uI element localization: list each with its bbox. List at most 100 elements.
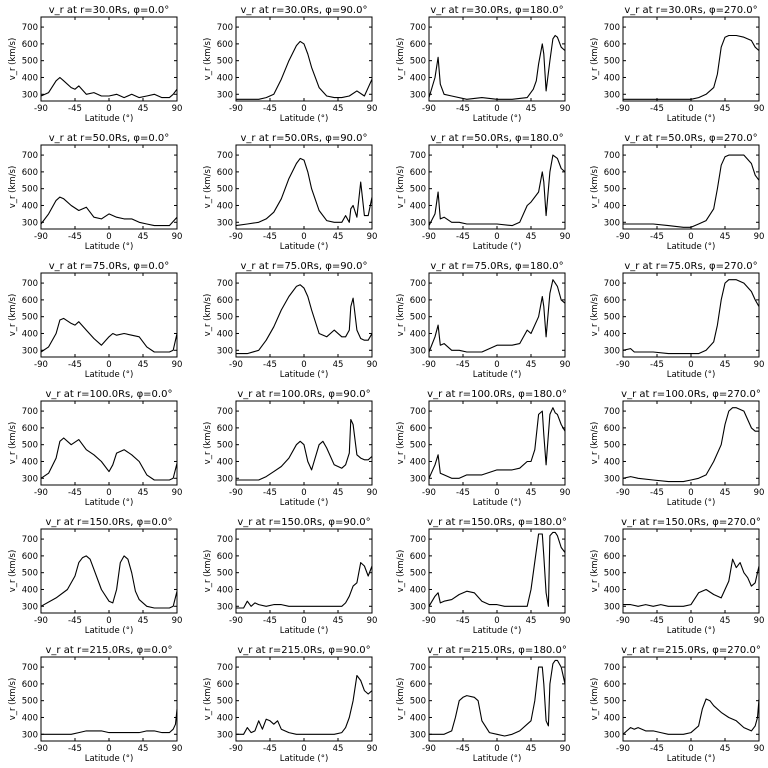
y-tick-label: 300 (604, 602, 620, 612)
y-tick-label: 700 (604, 279, 620, 289)
panel-9: v_r at r=75.0Rs, φ=0.0° -90 -45 0 45 90 300 400… (8, 261, 182, 380)
y-tick-label: 300 (22, 602, 38, 612)
panel-6: v_r at r=50.0Rs, φ=90.0° -90 -45 0 45 90 300 40… (203, 133, 377, 252)
panel-14: v_r at r=100.0Rs, φ=90.0° -90 -45 0 45 90 300 4… (203, 389, 377, 508)
x-tick-label: -90 (34, 744, 48, 754)
y-tick-label: 700 (604, 535, 620, 545)
y-tick-label: 500 (22, 313, 38, 323)
x-tick-label: -45 (650, 744, 664, 754)
panel-title: v_r at r=50.0Rs, φ=90.0° (241, 133, 368, 144)
y-tick-label: 300 (604, 730, 620, 740)
panel-22: v_r at r=215.0Rs, φ=90.0° -90 -45 0 45 90 300 4… (203, 645, 377, 764)
panel-21: v_r at r=215.0Rs, φ=0.0° -90 -45 0 45 90 300 40… (8, 645, 182, 764)
y-tick-label: 600 (217, 40, 233, 50)
y-axis-label: v_r (km/s) (8, 38, 18, 81)
x-tick-label: 45 (720, 616, 731, 626)
y-tick-label: 300 (22, 90, 38, 100)
panel-title: v_r at r=75.0Rs, φ=180.0° (430, 261, 563, 272)
x-tick-label: -90 (34, 360, 48, 370)
y-tick-label: 600 (22, 40, 38, 50)
y-tick-label: 500 (410, 57, 426, 67)
x-tick-label: 90 (172, 232, 183, 242)
x-tick-label: -90 (422, 360, 436, 370)
x-tick-label: -45 (650, 360, 664, 370)
x-tick-label: -45 (456, 616, 470, 626)
y-tick-label: 600 (410, 552, 426, 562)
series-line (236, 562, 373, 609)
x-tick-label: 45 (333, 744, 344, 754)
plot-frame (622, 656, 760, 742)
y-tick-label: 500 (604, 441, 620, 451)
x-tick-label: -90 (616, 744, 630, 754)
y-tick-label: 300 (217, 90, 233, 100)
x-tick-label: 90 (560, 744, 571, 754)
panel-7: v_r at r=50.0Rs, φ=180.0° -90 -45 0 45 90 300 4… (396, 133, 570, 252)
y-tick-label: 500 (604, 185, 620, 195)
panel-title: v_r at r=30.0Rs, φ=270.0° (624, 5, 757, 16)
y-axis-label: v_r (km/s) (590, 166, 600, 209)
y-tick-label: 400 (604, 585, 620, 595)
x-tick-label: 0 (301, 232, 306, 242)
y-tick-label: 600 (22, 168, 38, 178)
plot-frame (40, 144, 178, 230)
x-tick-label: 0 (494, 616, 499, 626)
panel-20: v_r at r=150.0Rs, φ=270.0° -90 -45 0 45 90 300… (590, 517, 764, 636)
y-tick-label: 400 (217, 457, 233, 467)
y-tick-label: 600 (22, 424, 38, 434)
panel-title: v_r at r=75.0Rs, φ=0.0° (49, 261, 170, 272)
x-tick-label: 0 (494, 360, 499, 370)
y-tick-label: 400 (410, 585, 426, 595)
panel-10: v_r at r=75.0Rs, φ=90.0° -90 -45 0 45 90 300 40… (203, 261, 377, 380)
y-tick-label: 400 (410, 73, 426, 83)
x-tick-label: -45 (263, 104, 277, 114)
y-tick-label: 700 (410, 279, 426, 289)
x-tick-label: 45 (526, 360, 537, 370)
y-tick-label: 300 (217, 602, 233, 612)
x-tick-label: 0 (494, 104, 499, 114)
x-axis-label: Latitude (°) (85, 370, 134, 380)
plot-frame (622, 528, 760, 614)
panel-title: v_r at r=30.0Rs, φ=180.0° (430, 5, 563, 16)
y-tick-label: 700 (410, 535, 426, 545)
panel-title: v_r at r=215.0Rs, φ=0.0° (46, 645, 173, 656)
y-tick-label: 700 (217, 151, 233, 161)
y-tick-label: 400 (604, 713, 620, 723)
x-tick-label: 45 (138, 744, 149, 754)
plot-frame (622, 16, 760, 102)
x-axis-label: Latitude (°) (280, 114, 329, 124)
plot-frame (235, 400, 373, 486)
x-tick-label: 0 (301, 616, 306, 626)
y-axis-label: v_r (km/s) (8, 678, 18, 721)
y-axis-label: v_r (km/s) (590, 550, 600, 593)
series-line (622, 407, 759, 483)
y-axis-label: v_r (km/s) (396, 550, 406, 593)
x-tick-label: 90 (367, 488, 378, 498)
x-tick-label: 45 (526, 104, 537, 114)
x-tick-label: 90 (172, 104, 183, 114)
y-tick-label: 600 (410, 424, 426, 434)
series-line (428, 279, 566, 353)
plot-frame (235, 528, 373, 614)
y-tick-label: 300 (217, 730, 233, 740)
x-tick-label: 90 (367, 104, 378, 114)
x-tick-label: -90 (616, 488, 630, 498)
y-tick-label: 300 (410, 218, 426, 228)
y-tick-label: 300 (410, 90, 426, 100)
x-tick-label: 90 (560, 360, 571, 370)
plot-frame (235, 144, 373, 230)
y-axis-label: v_r (km/s) (590, 38, 600, 81)
x-tick-label: -45 (456, 360, 470, 370)
x-tick-label: 45 (333, 360, 344, 370)
y-tick-label: 700 (217, 535, 233, 545)
y-tick-label: 300 (604, 346, 620, 356)
y-tick-label: 400 (410, 457, 426, 467)
y-tick-label: 600 (604, 40, 620, 50)
y-tick-label: 600 (22, 296, 38, 306)
x-tick-label: 90 (754, 488, 765, 498)
series-line (40, 76, 178, 99)
panel-17: v_r at r=150.0Rs, φ=0.0° -90 -45 0 45 90 300 40… (8, 517, 182, 636)
series-line (235, 157, 373, 227)
plot-frame (40, 272, 178, 358)
x-tick-label: -90 (422, 104, 436, 114)
panel-24: v_r at r=215.0Rs, φ=270.0° -90 -45 0 45 90 300… (590, 645, 764, 764)
